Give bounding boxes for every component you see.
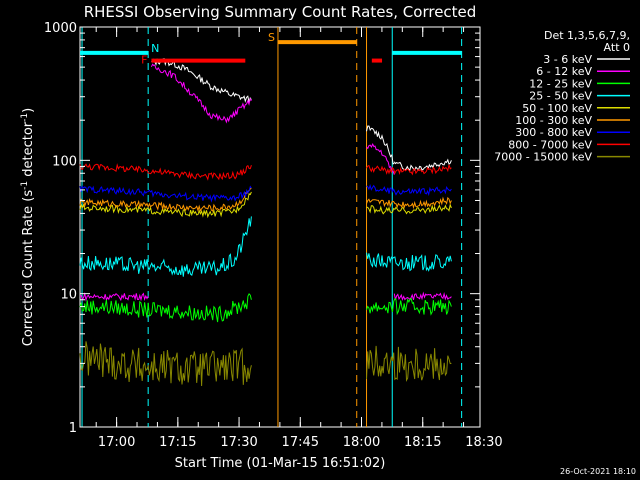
legend-header-line-2: Att 0: [604, 41, 630, 54]
legend-label-0: 3 - 6 keV: [543, 53, 592, 66]
series-line-4-0: [79, 191, 252, 219]
y-tick-label-3: 1000: [44, 21, 77, 36]
state-label-F: F: [141, 54, 147, 67]
legend-label-4: 50 - 100 keV: [522, 102, 592, 115]
series-line-5-0: [79, 187, 252, 213]
x-tick-label-0: 17:00: [98, 435, 135, 450]
series-line-1-2: [366, 143, 395, 175]
series-line-8-1: [366, 345, 452, 382]
series-line-7-0: [79, 163, 252, 181]
y-axis-ticks: 1 10 100 1000: [44, 21, 480, 436]
legend-label-8: 7000 - 15000 keV: [494, 151, 592, 164]
series-line-0-1: [366, 125, 395, 165]
legend-label-1: 6 - 12 keV: [536, 65, 592, 78]
series-line-7-1: [366, 164, 452, 176]
series-line-0-2: [393, 158, 452, 171]
legend-label-6: 300 - 800 keV: [515, 126, 592, 139]
series-line-1-3: [393, 291, 452, 301]
x-tick-label-4: 18:00: [343, 435, 380, 450]
series-line-4-1: [366, 203, 452, 215]
series-line-1-0: [79, 291, 149, 302]
series-line-6-1: [366, 183, 452, 197]
y-tick-label-0: 1: [69, 421, 77, 436]
series-line-3-0: [79, 216, 252, 277]
series-line-2-0: [79, 293, 252, 323]
legend-label-5: 100 - 300 keV: [515, 114, 592, 127]
legend-header-line-1: Det 1,3,5,6,7,9,: [544, 29, 630, 42]
legend-label-7: 800 - 7000 keV: [508, 138, 592, 151]
series-line-1-1: [150, 63, 252, 124]
chart-title: RHESSI Observing Summary Count Rates, Co…: [84, 3, 477, 21]
state-label-N: N: [151, 42, 159, 55]
y-tick-label-1: 10: [60, 288, 77, 303]
y-tick-label-2: 100: [52, 154, 77, 169]
x-tick-label-1: 17:15: [159, 435, 196, 450]
legend-label-2: 12 - 25 keV: [529, 77, 592, 90]
series-line-3-1: [366, 252, 452, 272]
series-line-5-1: [366, 196, 452, 210]
y-axis-label: Corrected Count Rate (s-1 detector-1): [20, 108, 36, 346]
series-layer: [79, 58, 452, 387]
state-bars: NF S: [80, 31, 462, 67]
x-tick-label-2: 17:30: [220, 435, 257, 450]
footer-date: 26-Oct-2021 18:10: [560, 467, 636, 476]
x-axis-ticks: 17:00 17:15 17:30 17:45 18:00 18:15 18:30: [95, 27, 503, 450]
x-tick-label-6: 18:30: [465, 435, 502, 450]
series-line-2-1: [366, 297, 452, 316]
legend-label-3: 25 - 50 keV: [529, 90, 592, 103]
x-axis-label: Start Time (01-Mar-15 16:51:02): [175, 456, 386, 471]
state-label-S: S: [268, 31, 275, 44]
plot-area: NF S 1 10 100 1000 17:00 17:15 17:30 17:45 18:00…: [44, 21, 503, 450]
series-line-6-0: [79, 185, 252, 203]
x-tick-label-3: 17:45: [282, 435, 319, 450]
x-tick-label-5: 18:15: [404, 435, 441, 450]
series-line-8-0: [79, 341, 252, 387]
